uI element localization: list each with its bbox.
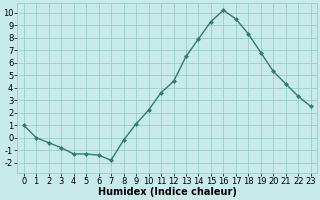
- X-axis label: Humidex (Indice chaleur): Humidex (Indice chaleur): [98, 187, 237, 197]
